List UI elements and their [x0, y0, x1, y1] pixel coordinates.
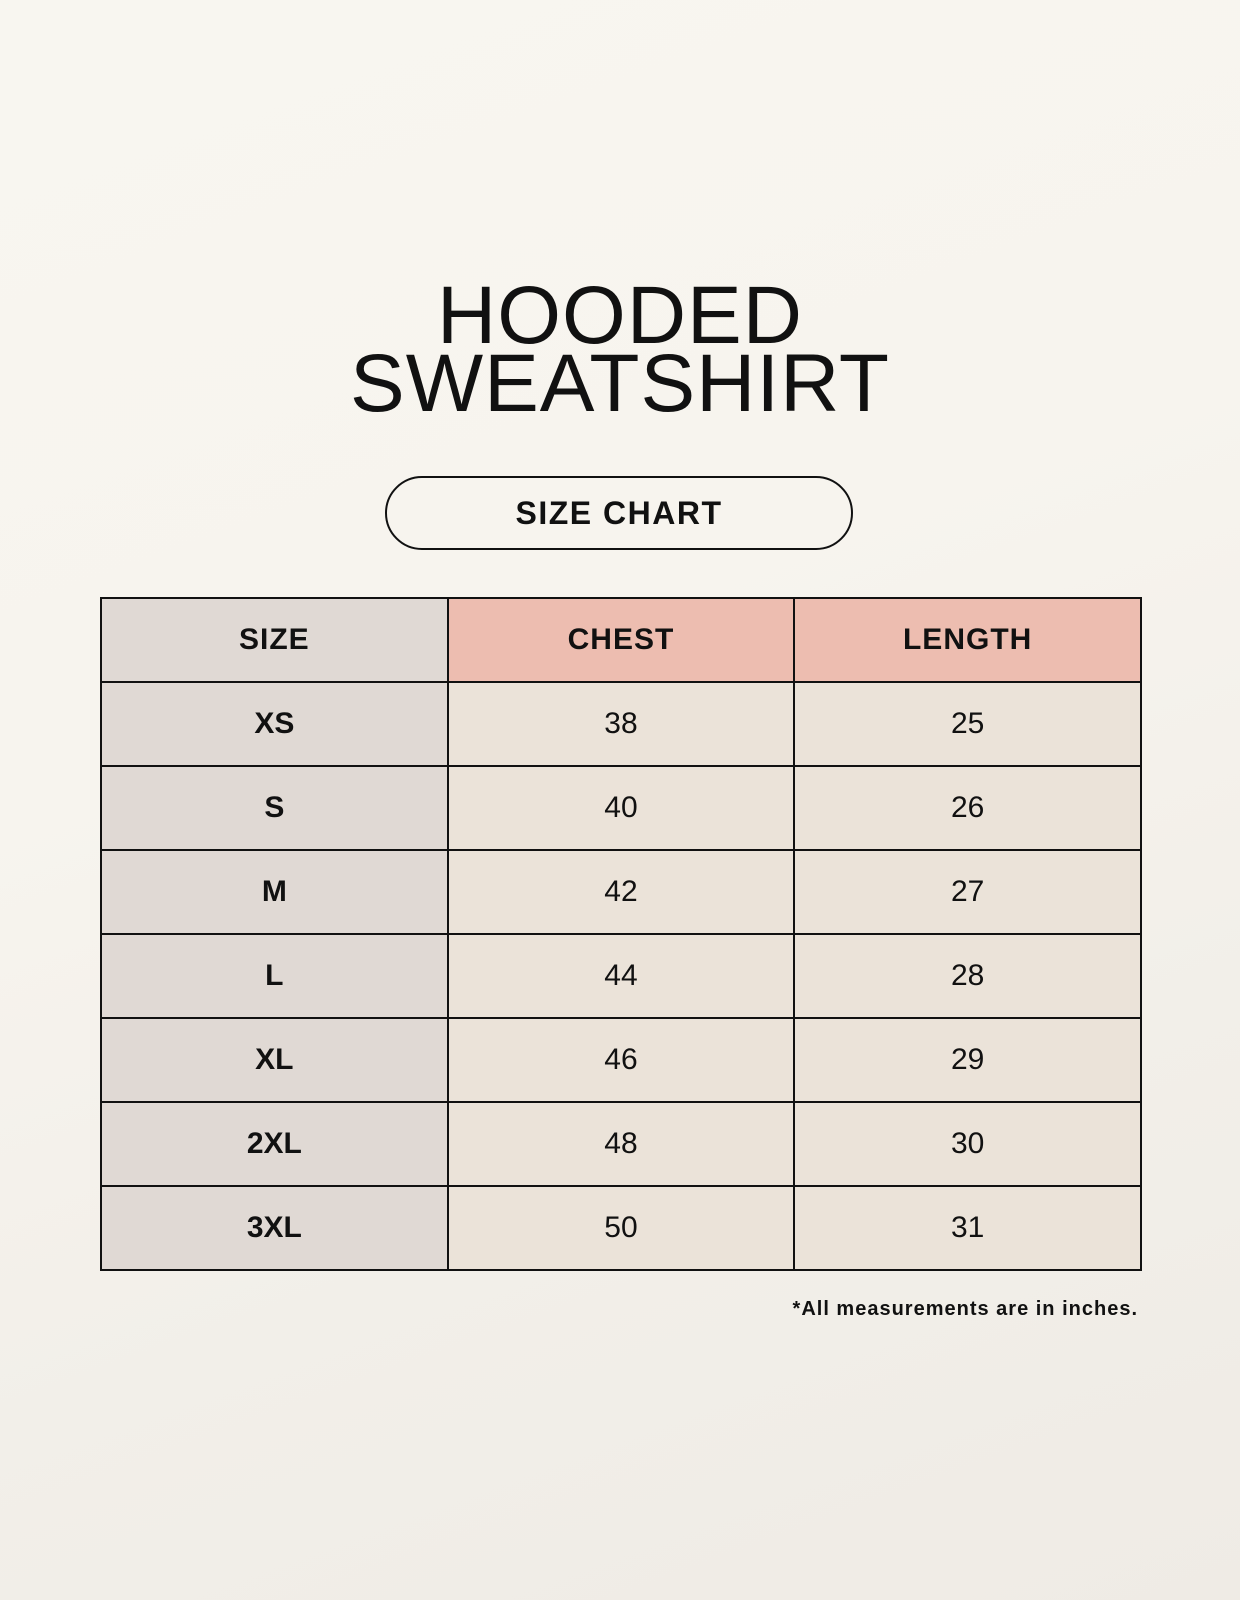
cell-chest: 42	[446, 849, 796, 935]
size-table: SIZE CHEST LENGTH XS 38 25 S 40 26 M 42 27 L 44 28 X…	[100, 597, 1142, 1271]
header-size: SIZE	[100, 597, 449, 683]
cell-chest: 38	[446, 681, 796, 767]
cell-length: 30	[793, 1101, 1142, 1187]
footnote: *All measurements are in inches.	[792, 1298, 1138, 1320]
size-chart-label: SIZE CHART	[385, 476, 853, 550]
cell-size: L	[100, 933, 449, 1019]
table-row: S 40 26	[100, 765, 1142, 851]
table-row: XS 38 25	[100, 681, 1142, 767]
cell-chest: 48	[446, 1101, 796, 1187]
table-row: 3XL 50 31	[100, 1185, 1142, 1271]
cell-chest: 46	[446, 1017, 796, 1103]
title-line-2: SWEATSHIRT	[350, 338, 890, 429]
cell-size: M	[100, 849, 449, 935]
cell-length: 25	[793, 681, 1142, 767]
table-row: M 42 27	[100, 849, 1142, 935]
cell-length: 27	[793, 849, 1142, 935]
header-length: LENGTH	[793, 597, 1142, 683]
table-row: XL 46 29	[100, 1017, 1142, 1103]
table-row: L 44 28	[100, 933, 1142, 1019]
cell-length: 28	[793, 933, 1142, 1019]
header-chest: CHEST	[446, 597, 796, 683]
cell-length: 26	[793, 765, 1142, 851]
table-header-row: SIZE CHEST LENGTH	[100, 597, 1142, 683]
table-row: 2XL 48 30	[100, 1101, 1142, 1187]
page-title: HOODED SWEATSHIRT	[0, 270, 1240, 429]
cell-size: S	[100, 765, 449, 851]
cell-size: XL	[100, 1017, 449, 1103]
cell-chest: 44	[446, 933, 796, 1019]
cell-size: XS	[100, 681, 449, 767]
cell-size: 3XL	[100, 1185, 449, 1271]
title-line-1: HOODED	[437, 270, 803, 361]
cell-chest: 50	[446, 1185, 796, 1271]
cell-chest: 40	[446, 765, 796, 851]
cell-size: 2XL	[100, 1101, 449, 1187]
cell-length: 31	[793, 1185, 1142, 1271]
cell-length: 29	[793, 1017, 1142, 1103]
